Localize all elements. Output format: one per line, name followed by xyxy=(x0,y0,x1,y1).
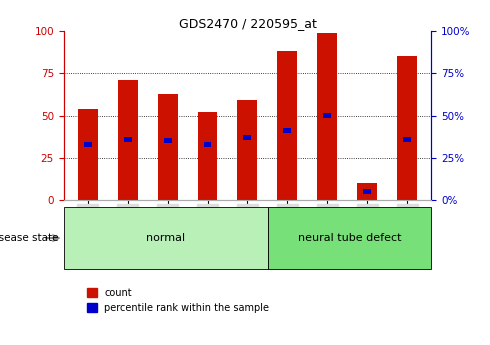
Legend: count, percentile rank within the sample: count, percentile rank within the sample xyxy=(87,288,270,313)
Bar xyxy=(357,183,377,200)
Bar xyxy=(244,135,251,140)
Bar xyxy=(403,137,411,142)
Bar xyxy=(118,80,138,200)
Bar xyxy=(164,138,171,144)
Bar xyxy=(363,189,371,194)
Bar xyxy=(323,113,331,118)
Bar xyxy=(197,112,218,200)
Bar xyxy=(203,142,212,147)
Bar xyxy=(283,128,292,133)
Bar xyxy=(318,33,337,200)
Bar xyxy=(78,109,98,200)
Bar xyxy=(123,137,132,142)
Bar xyxy=(158,93,177,200)
Title: GDS2470 / 220595_at: GDS2470 / 220595_at xyxy=(178,17,317,30)
Text: disease state: disease state xyxy=(0,233,59,243)
Bar xyxy=(64,207,268,269)
Bar xyxy=(277,51,297,200)
Bar xyxy=(238,100,257,200)
Text: neural tube defect: neural tube defect xyxy=(298,233,401,243)
Bar xyxy=(397,57,417,200)
Bar xyxy=(84,142,92,147)
Bar xyxy=(268,207,431,269)
Text: normal: normal xyxy=(146,233,185,243)
